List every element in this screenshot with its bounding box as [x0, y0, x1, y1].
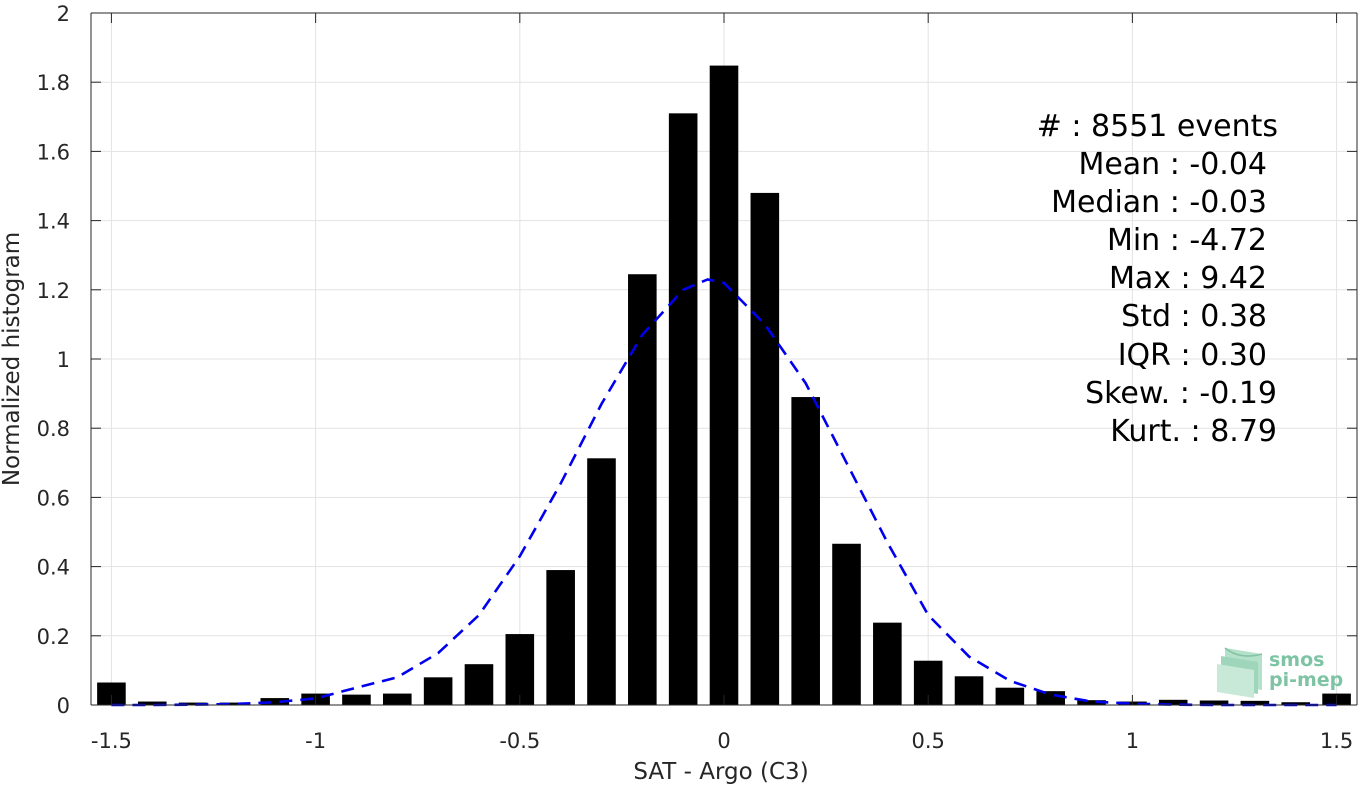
histogram-bar	[832, 543, 861, 705]
histogram-bar	[1036, 691, 1066, 705]
histogram-bar	[750, 192, 780, 706]
histogram-bar	[791, 397, 820, 705]
x-tick-label: 1.5	[1320, 729, 1353, 753]
y-tick-label: 0	[57, 694, 70, 718]
x-tick-label: 0.5	[911, 729, 944, 753]
smos-pimep-logo: smos pi-mep	[1217, 647, 1343, 698]
histogram-bar	[546, 570, 575, 705]
stat-min: Min : -4.72	[1107, 223, 1267, 258]
y-tick-label: 1	[57, 348, 70, 372]
x-tick-label: -0.5	[499, 729, 540, 753]
y-tick-label: 1.6	[37, 140, 70, 164]
histogram-bar	[709, 65, 739, 706]
stats-annotation: # : 8551 events Mean : -0.04 Median : -0…	[1037, 109, 1278, 449]
stat-events: # : 8551 events	[1037, 109, 1278, 144]
histogram-bar	[995, 687, 1025, 705]
histogram-bar	[505, 634, 535, 705]
histogram-bar	[464, 664, 494, 705]
x-tick-label: 1	[1126, 729, 1139, 753]
axes-frame	[90, 12, 1358, 706]
logo-line1: smos	[1269, 649, 1324, 671]
stat-median: Median : -0.03	[1051, 185, 1267, 220]
y-tick-label: 1.8	[37, 71, 70, 95]
histogram-bar	[954, 676, 984, 705]
y-tick-label: 0.8	[37, 417, 70, 441]
histogram-bar	[382, 693, 412, 705]
stat-mean: Mean : -0.04	[1078, 147, 1267, 182]
logo-line2: pi-mep	[1269, 669, 1343, 691]
histogram-bar	[137, 701, 167, 705]
histogram-bar	[1077, 700, 1106, 705]
x-tick-label: -1	[305, 729, 326, 753]
histogram-bar	[628, 274, 657, 705]
stat-std: Std : 0.38	[1121, 299, 1267, 334]
stat-skew: Skew. : -0.19	[1085, 376, 1277, 411]
histogram-bar	[1281, 702, 1311, 705]
histogram-bar	[1240, 700, 1270, 705]
y-tick-label: 1.2	[37, 279, 70, 303]
histogram-bar	[97, 682, 126, 705]
stat-kurt: Kurt. : 8.79	[1110, 414, 1277, 449]
histogram-bar	[260, 698, 290, 705]
histogram-bar	[1199, 700, 1229, 705]
y-tick-label: 1.4	[37, 210, 70, 234]
y-tick-label: 0.4	[37, 556, 70, 580]
x-axis-label: SAT - Argo (C3)	[633, 759, 808, 785]
y-tick-labels: 0 0.2 0.4 0.6 0.8 1 1.2 1.4 1.6 1.8 2	[37, 2, 70, 718]
y-axis-label: Normalized histogram	[0, 232, 25, 486]
histogram-bar	[873, 622, 902, 705]
histogram-bars	[97, 65, 1351, 706]
y-tick-label: 2	[57, 2, 70, 26]
x-tick-label: 0	[717, 729, 730, 753]
histogram-bar	[342, 694, 371, 705]
logo-waves-icon	[1217, 647, 1263, 698]
histogram-bar	[668, 113, 698, 706]
histogram-bar	[1158, 699, 1188, 705]
x-tick-label: -1.5	[91, 729, 132, 753]
histogram-bar	[219, 702, 249, 705]
histogram-bar	[423, 677, 453, 705]
histogram-bar	[178, 702, 208, 705]
stat-max: Max : 9.42	[1109, 261, 1267, 296]
y-tick-label: 0.2	[37, 625, 70, 649]
y-tick-label: 0.6	[37, 486, 70, 510]
stat-iqr: IQR : 0.30	[1118, 338, 1267, 373]
x-tick-labels: -1.5 -1 -0.5 0 0.5 1 1.5	[91, 729, 1353, 753]
histogram-bar	[587, 458, 616, 705]
gaussian-fit-curve	[111, 278, 1337, 707]
